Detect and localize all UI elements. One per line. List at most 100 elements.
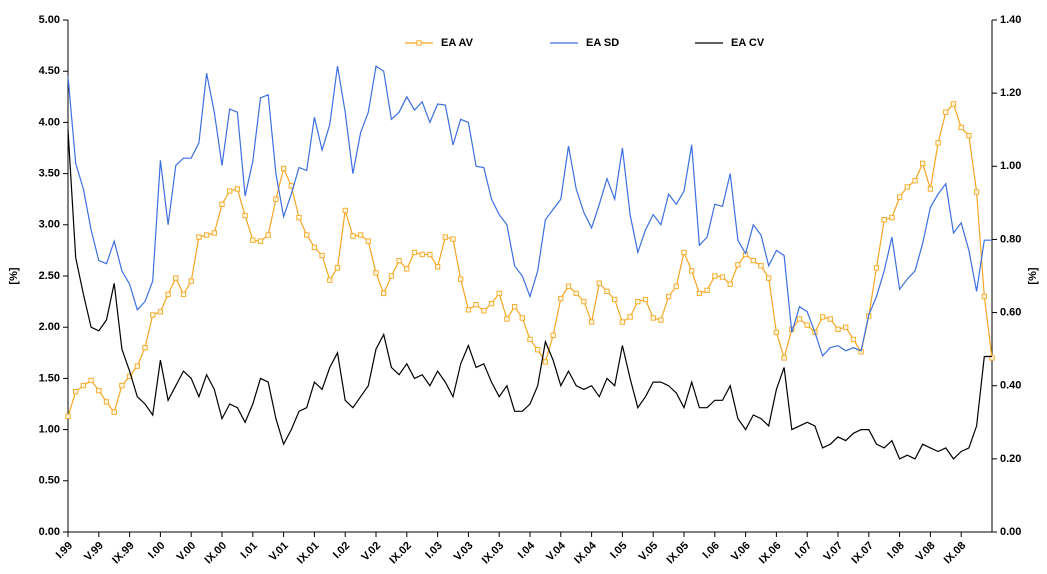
y2-tick-label: 0.40: [1000, 380, 1021, 392]
x-tick-label: V.05: [637, 540, 661, 564]
data-point: [850, 336, 857, 343]
data-point: [689, 268, 695, 274]
data-point: [211, 230, 217, 236]
data-point: [327, 277, 333, 283]
data-point: [304, 232, 310, 238]
x-tick-label: I.01: [239, 540, 260, 561]
data-point: [719, 274, 726, 280]
data-point: [558, 295, 564, 302]
x-tick-label: IX.07: [849, 540, 876, 567]
x-tick-label: I.99: [54, 540, 75, 561]
data-point: [896, 194, 903, 200]
data-point: [173, 275, 179, 281]
data-point: [103, 399, 110, 405]
x-tick-label: V.03: [452, 540, 476, 564]
x-tick-label: IX.03: [480, 540, 507, 567]
data-point: [527, 336, 533, 343]
y2-tick-label: 0.20: [1000, 453, 1021, 465]
data-point: [65, 413, 71, 419]
x-tick-label: V.99: [82, 540, 106, 564]
data-point: [912, 178, 918, 184]
data-point: [203, 232, 210, 238]
data-point: [73, 389, 79, 395]
data-point: [588, 319, 595, 325]
data-point: [157, 309, 164, 315]
data-point: [519, 315, 525, 321]
data-point: [804, 322, 810, 328]
data-point: [835, 326, 841, 332]
data-point: [542, 359, 549, 365]
x-tick-label: V.07: [821, 540, 845, 564]
data-point: [704, 287, 710, 293]
data-point: [773, 329, 780, 335]
data-point: [296, 214, 302, 221]
data-point: [242, 212, 248, 219]
data-point: [80, 382, 87, 389]
data-point: [280, 165, 287, 172]
data-point: [504, 316, 510, 322]
data-point: [357, 232, 364, 238]
data-point: [396, 257, 402, 264]
data-point: [735, 262, 741, 268]
data-point: [450, 236, 456, 242]
data-point: [604, 288, 610, 295]
y2-tick-label: 1.20: [1000, 87, 1021, 99]
data-point: [943, 109, 949, 115]
data-point: [511, 304, 518, 310]
y2-tick-label: 0.00: [1000, 526, 1021, 538]
data-point: [227, 188, 233, 194]
data-point: [150, 312, 156, 318]
data-point: [781, 355, 787, 361]
data-point: [612, 296, 618, 303]
data-point: [458, 276, 464, 282]
x-tick-label: I.05: [608, 540, 629, 561]
data-point: [257, 238, 264, 244]
data-point: [427, 251, 433, 258]
data-point: [88, 377, 94, 384]
y-tick-label: 0.50: [39, 475, 60, 487]
x-tick-label: I.03: [423, 540, 444, 561]
data-point: [673, 283, 679, 289]
x-tick-label: I.06: [701, 540, 722, 561]
data-point: [889, 214, 895, 221]
data-point: [581, 298, 587, 305]
data-point: [950, 101, 957, 107]
x-tick-label: V.01: [267, 540, 291, 564]
data-point: [989, 355, 995, 361]
data-point: [573, 290, 579, 297]
data-point: [365, 238, 371, 244]
data-point: [250, 237, 256, 243]
data-point: [658, 317, 664, 323]
data-point: [496, 290, 502, 297]
y-tick-label: 2.00: [39, 321, 60, 333]
data-point: [927, 186, 934, 192]
data-point: [434, 264, 441, 270]
data-point: [481, 308, 487, 314]
data-point: [535, 347, 541, 353]
data-point: [381, 290, 387, 297]
x-tick-label: I.07: [793, 540, 814, 561]
x-tick-label: IX.05: [665, 540, 692, 567]
data-point: [142, 345, 148, 351]
data-point: [920, 160, 926, 167]
x-tick-label: V.04: [544, 539, 568, 563]
x-tick-label: V.02: [359, 540, 383, 564]
x-tick-label: IX.04: [572, 539, 599, 566]
data-point: [758, 263, 764, 269]
data-point: [642, 296, 649, 303]
y-tick-label: 2.50: [39, 270, 60, 282]
data-point: [373, 270, 379, 276]
y2-axis-label: [%]: [1027, 267, 1039, 284]
data-point: [273, 196, 279, 202]
y-tick-label: 1.00: [39, 424, 60, 436]
data-point: [712, 273, 718, 279]
x-tick-label: IX.00: [203, 540, 230, 567]
data-point: [334, 265, 341, 271]
legend-marker: [416, 40, 422, 46]
x-tick-label: IX.99: [110, 540, 137, 567]
y-tick-label: 3.50: [39, 168, 60, 180]
data-point: [119, 382, 125, 389]
data-point: [411, 249, 418, 256]
data-point: [111, 409, 117, 415]
